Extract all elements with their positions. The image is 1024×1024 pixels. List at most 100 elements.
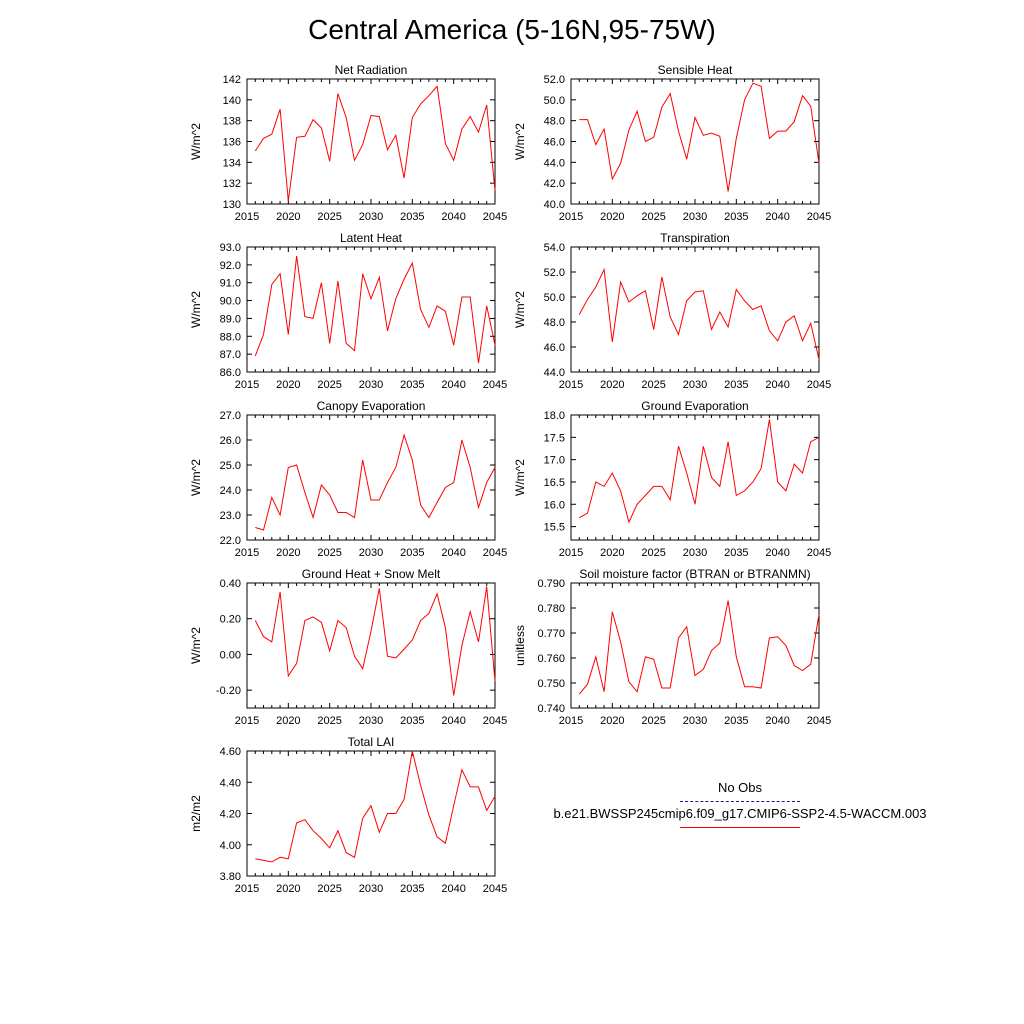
legend-obs-label: No Obs <box>717 780 763 795</box>
x-tick-label: 2035 <box>400 715 424 727</box>
x-tick-label: 2030 <box>359 211 383 223</box>
y-tick-label: 90.0 <box>220 296 241 308</box>
panel-6: Ground Evaporation W/m^2 2015 2020 2025 2030 2… <box>513 399 831 559</box>
y-tick-label: 142 <box>223 74 241 86</box>
y-tick-label: 25.0 <box>220 460 241 472</box>
x-tick-label: 2045 <box>807 379 831 391</box>
y-tick-label: 42.0 <box>544 178 565 190</box>
y-tick-label: 140 <box>223 95 241 107</box>
y-tick-label: 54.0 <box>544 242 565 254</box>
y-axis-label: W/m^2 <box>513 123 527 160</box>
x-tick-label: 2035 <box>400 211 424 223</box>
x-tick-label: 2035 <box>400 547 424 559</box>
panel-title: Transpiration <box>660 231 730 245</box>
legend: No Obs b.e21.BWSSP245cmip6.f09_g17.CMIP6… <box>520 780 960 828</box>
x-tick-label: 2030 <box>359 883 383 895</box>
x-tick-label: 2015 <box>235 379 259 391</box>
y-tick-label: 91.0 <box>220 278 241 290</box>
x-tick-label: 2040 <box>765 715 789 727</box>
x-tick-label: 2030 <box>683 715 707 727</box>
y-tick-label: 18.0 <box>544 410 565 422</box>
y-tick-label: 0.770 <box>537 628 565 640</box>
legend-obs-line <box>680 801 800 802</box>
panel-title: Canopy Evaporation <box>317 399 426 413</box>
series-line <box>254 255 496 364</box>
x-tick-label: 2045 <box>807 211 831 223</box>
x-tick-label: 2040 <box>765 379 789 391</box>
series-line <box>254 85 496 201</box>
panel-title: Net Radiation <box>335 63 408 77</box>
y-tick-label: 4.40 <box>220 777 241 789</box>
y-tick-label: 50.0 <box>544 95 565 107</box>
y-tick-label: 17.0 <box>544 455 565 467</box>
y-tick-label: -0.20 <box>216 685 241 697</box>
y-axis-label: unitless <box>513 625 527 666</box>
y-tick-label: 93.0 <box>220 242 241 254</box>
plot-frame <box>246 582 496 709</box>
y-tick-label: 48.0 <box>544 317 565 329</box>
x-tick-label: 2035 <box>724 211 748 223</box>
y-tick-label: 24.0 <box>220 485 241 497</box>
panel-7: Ground Heat + Snow Melt W/m^2 2015 2020 2025… <box>189 567 507 727</box>
y-tick-label: 136 <box>223 137 241 149</box>
panel-9: Total LAI m2/m2 2015 2020 2025 2030 2035 2040 20… <box>189 735 507 895</box>
series-line <box>578 267 820 360</box>
x-tick-label: 2030 <box>359 715 383 727</box>
y-axis-label: W/m^2 <box>189 291 203 328</box>
series-line <box>578 600 820 695</box>
x-tick-label: 2020 <box>600 379 624 391</box>
x-tick-label: 2015 <box>235 211 259 223</box>
x-tick-label: 2020 <box>600 211 624 223</box>
y-tick-label: 27.0 <box>220 410 241 422</box>
panel-title: Soil moisture factor (BTRAN or BTRANMN) <box>579 567 810 581</box>
x-tick-label: 2040 <box>441 379 465 391</box>
x-tick-label: 2020 <box>276 547 300 559</box>
plot-frame <box>246 246 496 373</box>
y-tick-label: 92.0 <box>220 260 241 272</box>
y-tick-label: 0.790 <box>537 578 565 590</box>
x-tick-label: 2020 <box>276 379 300 391</box>
plot-frame <box>570 78 820 205</box>
x-tick-label: 2045 <box>483 547 507 559</box>
y-tick-label: 0.20 <box>220 614 241 626</box>
x-tick-label: 2015 <box>559 715 583 727</box>
x-tick-label: 2045 <box>483 715 507 727</box>
y-tick-label: 40.0 <box>544 199 565 211</box>
series-line <box>579 82 820 192</box>
x-tick-label: 2045 <box>807 547 831 559</box>
panel-2: Sensible Heat W/m^2 2015 2020 2025 2030 2035 20… <box>513 63 831 223</box>
y-tick-label: 3.80 <box>220 871 241 883</box>
panel-3: Latent Heat W/m^2 2015 2020 2025 2030 2035 2040… <box>189 231 507 391</box>
x-tick-label: 2020 <box>276 883 300 895</box>
y-tick-label: 4.20 <box>220 809 241 821</box>
legend-model-line <box>680 827 800 828</box>
x-tick-label: 2025 <box>641 547 665 559</box>
y-tick-label: 0.780 <box>537 603 565 615</box>
plot-frame <box>246 78 496 205</box>
x-tick-label: 2035 <box>724 715 748 727</box>
panel-title: Total LAI <box>348 735 395 749</box>
panel-4: Transpiration W/m^2 2015 2020 2025 2030 2035 20… <box>513 231 831 391</box>
x-tick-label: 2040 <box>765 211 789 223</box>
x-tick-label: 2045 <box>483 883 507 895</box>
y-tick-label: 132 <box>223 178 241 190</box>
x-tick-label: 2035 <box>400 883 424 895</box>
y-tick-label: 89.0 <box>220 313 241 325</box>
x-tick-label: 2025 <box>317 211 341 223</box>
y-tick-label: 16.0 <box>544 499 565 511</box>
panel-1: Net Radiation W/m^2 2015 2020 2025 2030 2035 20… <box>189 63 507 223</box>
x-tick-label: 2040 <box>765 547 789 559</box>
x-tick-label: 2030 <box>359 379 383 391</box>
y-tick-label: 4.60 <box>220 746 241 758</box>
x-tick-label: 2035 <box>724 547 748 559</box>
x-tick-label: 2015 <box>235 715 259 727</box>
x-tick-label: 2040 <box>441 715 465 727</box>
y-tick-label: 44.0 <box>544 367 565 379</box>
y-axis-label: W/m^2 <box>189 459 203 496</box>
x-tick-label: 2020 <box>276 715 300 727</box>
y-tick-label: 44.0 <box>544 157 565 169</box>
y-tick-label: 52.0 <box>544 74 565 86</box>
y-axis-label: W/m^2 <box>189 123 203 160</box>
x-tick-label: 2045 <box>483 211 507 223</box>
